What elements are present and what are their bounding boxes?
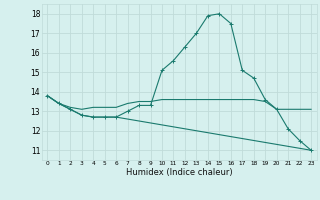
X-axis label: Humidex (Indice chaleur): Humidex (Indice chaleur) — [126, 168, 233, 177]
